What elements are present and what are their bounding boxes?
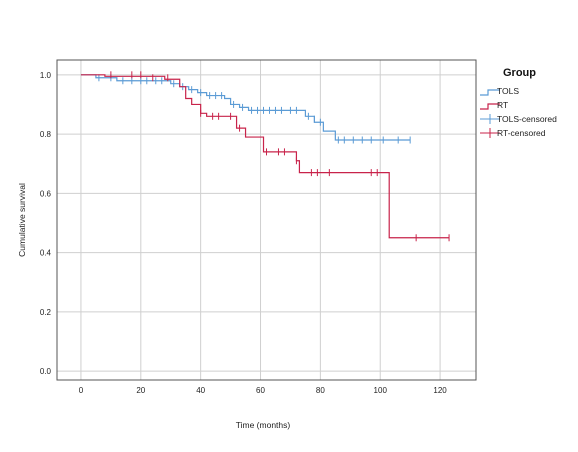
- legend-label-tols: TOLS: [497, 86, 519, 96]
- legend: Group TOLS RT TOLS-censored RT-censored: [480, 67, 557, 138]
- legend-label-tols-censored: TOLS-censored: [497, 114, 557, 124]
- y-tick-label-0: 0.0: [40, 367, 52, 376]
- y-tick-label-5: 1.0: [40, 71, 52, 80]
- x-tick-label-4: 80: [316, 386, 325, 395]
- legend-swatch-rt: [480, 103, 500, 110]
- plot-area: [57, 60, 476, 380]
- legend-title: Group: [503, 67, 536, 79]
- y-axis-label: Cumulative survival: [17, 183, 27, 257]
- x-tick-label-3: 60: [256, 386, 265, 395]
- legend-label-rt-censored: RT-censored: [497, 128, 546, 138]
- x-tick-label-1: 20: [136, 386, 145, 395]
- tick-labels: 0 20 40 60 80 100 120 0.0 0.2 0.4 0.6 0.8 1.0: [40, 71, 447, 395]
- legend-label-rt: RT: [497, 100, 508, 110]
- y-tick-label-2: 0.4: [40, 249, 52, 258]
- x-axis-label: Time (months): [236, 420, 291, 430]
- legend-swatch-tols: [480, 89, 500, 96]
- plot-frame: [56, 59, 477, 381]
- x-tick-label-2: 40: [196, 386, 205, 395]
- axis-frame: [56, 59, 477, 381]
- y-tick-label-1: 0.2: [40, 308, 52, 317]
- y-tick-label-4: 0.8: [40, 130, 52, 139]
- y-tick-label-3: 0.6: [40, 189, 52, 198]
- series-layer: [80, 71, 450, 242]
- x-tick-label-5: 100: [374, 386, 388, 395]
- x-tick-label-6: 120: [433, 386, 447, 395]
- series-line-rt: [80, 74, 450, 239]
- x-tick-label-0: 0: [79, 386, 84, 395]
